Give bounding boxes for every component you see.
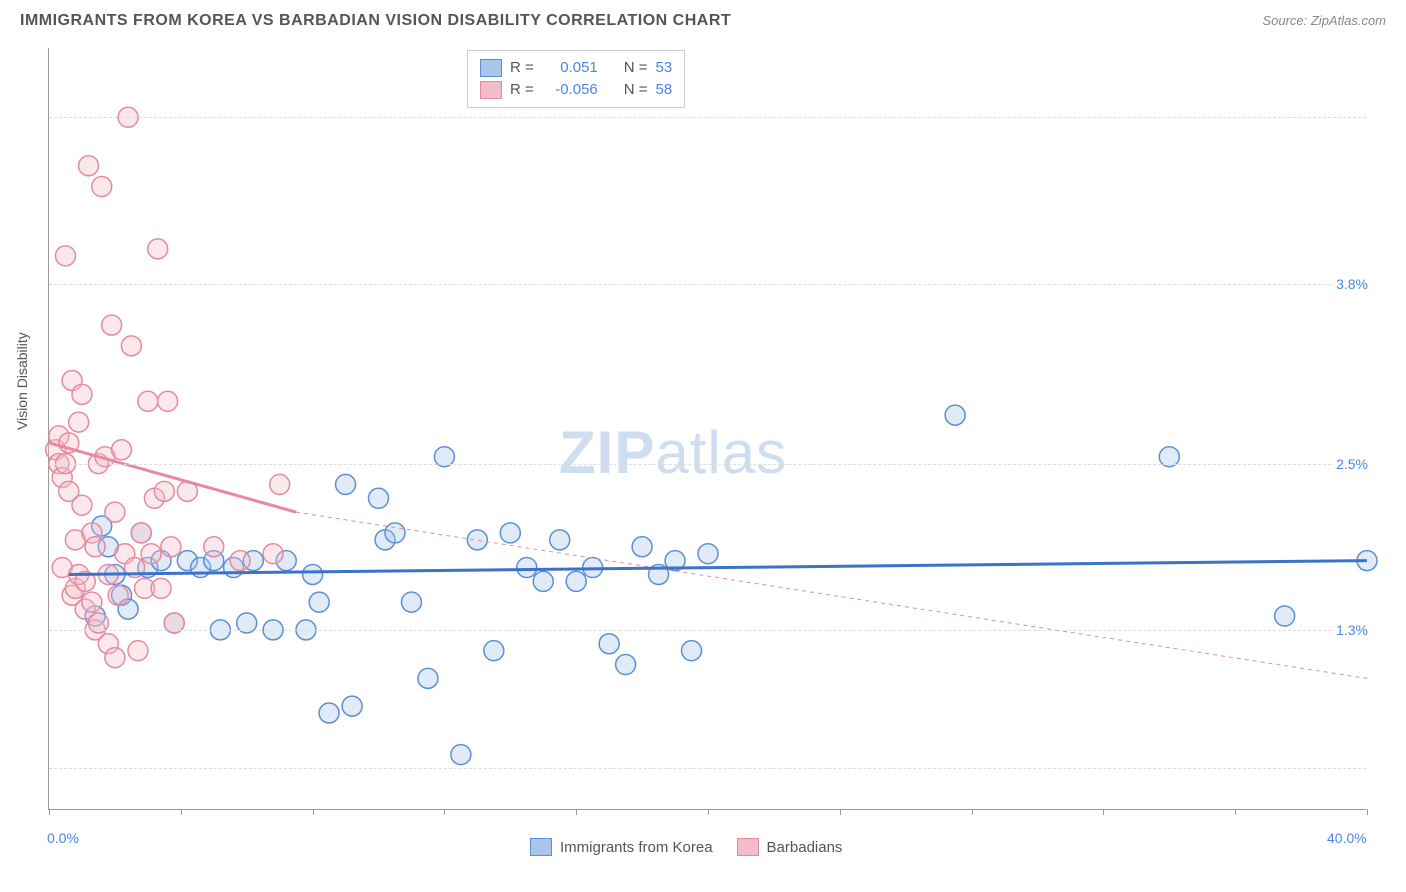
data-point <box>632 537 652 557</box>
data-point <box>467 530 487 550</box>
legend-swatch-korea <box>530 838 552 856</box>
data-point <box>72 384 92 404</box>
data-point <box>533 571 553 591</box>
legend-item-barbadian: Barbadians <box>737 838 843 856</box>
y-axis-title: Vision Disability <box>14 332 30 430</box>
data-point <box>230 551 250 571</box>
data-point <box>418 668 438 688</box>
data-point <box>566 571 586 591</box>
data-point <box>111 440 131 460</box>
data-point <box>698 544 718 564</box>
data-point <box>55 246 75 266</box>
data-point <box>105 648 125 668</box>
data-point <box>385 523 405 543</box>
data-point <box>616 655 636 675</box>
source-attribution: Source: ZipAtlas.com <box>1262 13 1386 28</box>
scatter-svg <box>49 48 1366 809</box>
chart-header: IMMIGRANTS FROM KOREA VS BARBADIAN VISIO… <box>0 0 1406 38</box>
data-point <box>682 641 702 661</box>
data-point <box>69 412 89 432</box>
data-point <box>342 696 362 716</box>
n-label: N = <box>624 79 648 101</box>
r-value-barbadian: -0.056 <box>542 79 598 101</box>
data-point <box>161 537 181 557</box>
data-point <box>500 523 520 543</box>
data-point <box>263 544 283 564</box>
data-point <box>945 405 965 425</box>
data-point <box>204 537 224 557</box>
n-value-barbadian: 58 <box>656 79 673 101</box>
data-point <box>128 641 148 661</box>
legend-label-barbadian: Barbadians <box>767 839 843 856</box>
legend-swatch-korea <box>480 59 502 77</box>
data-point <box>369 488 389 508</box>
data-point <box>336 474 356 494</box>
data-point <box>451 745 471 765</box>
y-tick-label: 2.5% <box>1332 456 1368 472</box>
x-tick-label: 0.0% <box>47 830 79 846</box>
data-point <box>401 592 421 612</box>
r-label: R = <box>510 79 534 101</box>
correlation-legend: R = 0.051 N = 53 R = -0.056 N = 58 <box>467 50 685 108</box>
data-point <box>141 544 161 564</box>
series-legend: Immigrants from Korea Barbadians <box>530 838 842 856</box>
data-point <box>148 239 168 259</box>
data-point <box>309 592 329 612</box>
data-point <box>517 558 537 578</box>
legend-swatch-barbadian <box>737 838 759 856</box>
data-point <box>154 481 174 501</box>
data-point <box>303 564 323 584</box>
r-label: R = <box>510 57 534 79</box>
data-point <box>72 495 92 515</box>
data-point <box>105 502 125 522</box>
legend-row: R = 0.051 N = 53 <box>480 57 672 79</box>
data-point <box>138 391 158 411</box>
data-point <box>108 585 128 605</box>
data-point <box>158 391 178 411</box>
legend-item-korea: Immigrants from Korea <box>530 838 713 856</box>
data-point <box>550 530 570 550</box>
data-point <box>1275 606 1295 626</box>
legend-row: R = -0.056 N = 58 <box>480 79 672 101</box>
r-value-korea: 0.051 <box>542 57 598 79</box>
data-point <box>151 578 171 598</box>
y-tick-label: 1.3% <box>1332 622 1368 638</box>
data-point <box>85 537 105 557</box>
data-point <box>484 641 504 661</box>
plot-area: ZIPatlas R = 0.051 N = 53 R = -0.056 N =… <box>48 48 1366 810</box>
legend-label-korea: Immigrants from Korea <box>560 839 713 856</box>
n-label: N = <box>624 57 648 79</box>
data-point <box>92 177 112 197</box>
data-point <box>319 703 339 723</box>
x-tick-label: 40.0% <box>1327 830 1367 846</box>
chart-title: IMMIGRANTS FROM KOREA VS BARBADIAN VISIO… <box>20 12 731 30</box>
data-point <box>270 474 290 494</box>
n-value-korea: 53 <box>656 57 673 79</box>
y-tick-label: 3.8% <box>1332 276 1368 292</box>
data-point <box>599 634 619 654</box>
data-point <box>121 336 141 356</box>
data-point <box>131 523 151 543</box>
data-point <box>102 315 122 335</box>
data-point <box>82 592 102 612</box>
data-point <box>79 156 99 176</box>
legend-swatch-barbadian <box>480 81 502 99</box>
